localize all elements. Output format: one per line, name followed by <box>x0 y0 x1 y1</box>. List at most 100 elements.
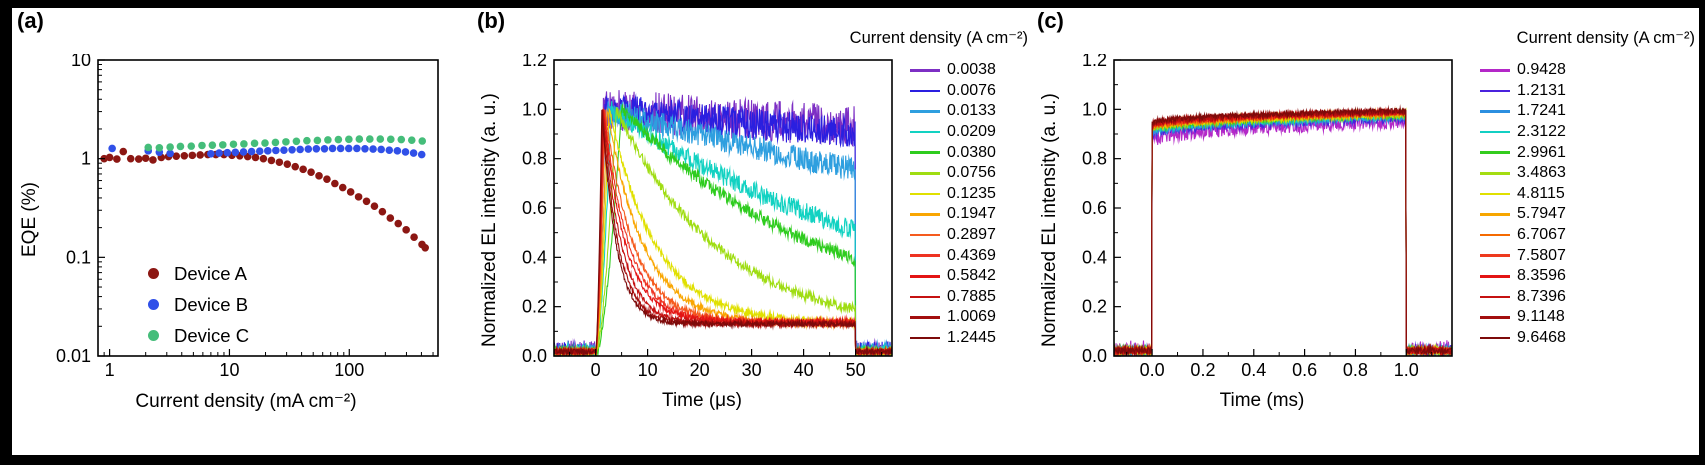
legend-item: 5.7947 <box>1480 204 1566 225</box>
legend-label: 0.0209 <box>947 123 996 141</box>
legend-line-swatch <box>910 110 940 113</box>
legend-line-swatch <box>1480 130 1510 134</box>
panel-a-label: (a) <box>17 8 44 33</box>
panel-c-legend-title: Current density (A cm⁻²) <box>1516 29 1695 47</box>
legend-line-swatch <box>910 89 940 93</box>
legend-item: 9.6468 <box>1480 328 1566 349</box>
legend-item: 0.5842 <box>910 266 996 287</box>
legend-label: 9.1148 <box>1517 308 1565 326</box>
legend-label: 0.4369 <box>947 246 996 264</box>
legend-line-swatch <box>910 295 940 299</box>
legend-line-swatch <box>1480 213 1510 216</box>
legend-label: 1.2445 <box>947 329 996 347</box>
legend-line-swatch <box>1480 336 1510 340</box>
panel-b: (b) Current density (A cm⁻²) Normalized … <box>472 8 1032 455</box>
legend-item: Device A <box>148 258 249 289</box>
panel-c: (c) Current density (A cm⁻²) Normalized … <box>1032 8 1699 455</box>
legend-label: 0.7885 <box>947 287 996 305</box>
legend-item: 1.7241 <box>1480 101 1566 122</box>
legend-label: 1.2131 <box>1517 81 1566 99</box>
legend-item: 8.3596 <box>1480 266 1566 287</box>
panel-a-plot <box>46 54 446 386</box>
legend-label: Device B <box>174 293 249 315</box>
legend-line-swatch <box>1480 151 1510 154</box>
legend-label: 0.0133 <box>947 102 996 120</box>
legend-item: 6.7067 <box>1480 225 1566 246</box>
legend-item: 1.2445 <box>910 328 996 349</box>
legend-line-swatch <box>1480 295 1510 299</box>
legend-line-swatch <box>910 233 940 237</box>
legend-item: 0.9428 <box>1480 60 1566 81</box>
legend-line-swatch <box>910 254 940 257</box>
legend-line-swatch <box>910 213 940 216</box>
legend-item: 0.0076 <box>910 81 996 102</box>
legend-label: 0.9428 <box>1517 61 1566 79</box>
legend-line-swatch <box>910 316 940 319</box>
legend-label: 0.1947 <box>947 205 996 223</box>
legend-line-swatch <box>910 69 940 72</box>
legend-item: 7.5807 <box>1480 245 1566 266</box>
panel-a-y-axis-title: EQE (%) <box>19 182 40 258</box>
legend-label: 0.0038 <box>947 61 996 79</box>
legend-line-swatch <box>1480 316 1510 319</box>
legend-line-swatch <box>1480 171 1510 175</box>
panel-b-plot <box>506 54 898 386</box>
panel-c-x-axis-title: Time (ms) <box>1219 390 1305 411</box>
panel-b-x-axis-title: Time (μs) <box>662 390 742 411</box>
legend-dot-swatch <box>148 299 159 310</box>
legend-label: 9.6468 <box>1517 329 1566 347</box>
legend-label: 1.7241 <box>1517 102 1566 120</box>
legend-item: 0.0380 <box>910 142 996 163</box>
legend-item: 2.9961 <box>1480 142 1566 163</box>
legend-label: 0.5842 <box>947 267 996 285</box>
panel-b-label: (b) <box>477 8 506 33</box>
panel-c-label: (c) <box>1037 8 1064 33</box>
legend-line-swatch <box>910 151 940 154</box>
legend-item: 9.1148 <box>1480 307 1566 328</box>
legend-line-swatch <box>1480 254 1510 257</box>
legend-item: 0.0756 <box>910 163 996 184</box>
panel-c-legend: 0.9428 1.2131 1.7241 2.3122 2.9961 3.4863 4.81… <box>1480 60 1566 348</box>
legend-item: Device B <box>148 289 249 320</box>
legend-item: 3.4863 <box>1480 163 1566 184</box>
panel-a-legend: Device A Device B Device C <box>148 258 249 351</box>
panel-b-legend-title: Current density (A cm⁻²) <box>849 29 1028 47</box>
legend-item: 0.1235 <box>910 184 996 205</box>
legend-label: 6.7067 <box>1517 226 1566 244</box>
panel-b-legend: 0.0038 0.0076 0.0133 0.0209 0.0380 0.0756 0.12… <box>910 60 996 348</box>
figure-area: (a) EQE (%) Current density (mA cm⁻²) De… <box>12 8 1699 455</box>
legend-label: 0.1235 <box>947 184 996 202</box>
legend-label: 7.5807 <box>1517 246 1566 264</box>
legend-label: 3.4863 <box>1517 164 1566 182</box>
legend-item: 4.8115 <box>1480 184 1566 205</box>
legend-item: 0.1947 <box>910 204 996 225</box>
legend-line-swatch <box>910 171 940 175</box>
legend-line-swatch <box>910 274 940 278</box>
legend-item: 2.3122 <box>1480 122 1566 143</box>
legend-line-swatch <box>910 192 940 196</box>
legend-label: Device A <box>174 262 248 284</box>
legend-item: 0.0209 <box>910 122 996 143</box>
legend-line-swatch <box>910 130 940 134</box>
legend-line-swatch <box>1480 69 1510 72</box>
legend-dot-swatch <box>148 268 159 279</box>
legend-label: 1.0069 <box>947 308 996 326</box>
panel-a: (a) EQE (%) Current density (mA cm⁻²) De… <box>12 8 472 455</box>
legend-label: Device C <box>174 324 250 346</box>
panel-c-plot <box>1066 54 1458 386</box>
panel-c-y-axis-title: Normalized EL intensity (a. u.) <box>1039 93 1060 347</box>
legend-label: 0.2897 <box>947 226 996 244</box>
legend-label: 8.3596 <box>1517 267 1566 285</box>
legend-dot-swatch <box>148 330 159 341</box>
legend-label: 8.7396 <box>1517 287 1566 305</box>
legend-item: 0.2897 <box>910 225 996 246</box>
legend-label: 0.0756 <box>947 164 996 182</box>
legend-item: 1.2131 <box>1480 81 1566 102</box>
panel-a-x-axis-title: Current density (mA cm⁻²) <box>135 391 357 412</box>
legend-item: 1.0069 <box>910 307 996 328</box>
legend-item: 0.4369 <box>910 245 996 266</box>
legend-item: 0.0038 <box>910 60 996 81</box>
legend-line-swatch <box>910 336 940 340</box>
panel-b-y-axis-title: Normalized EL intensity (a. u.) <box>479 93 500 347</box>
